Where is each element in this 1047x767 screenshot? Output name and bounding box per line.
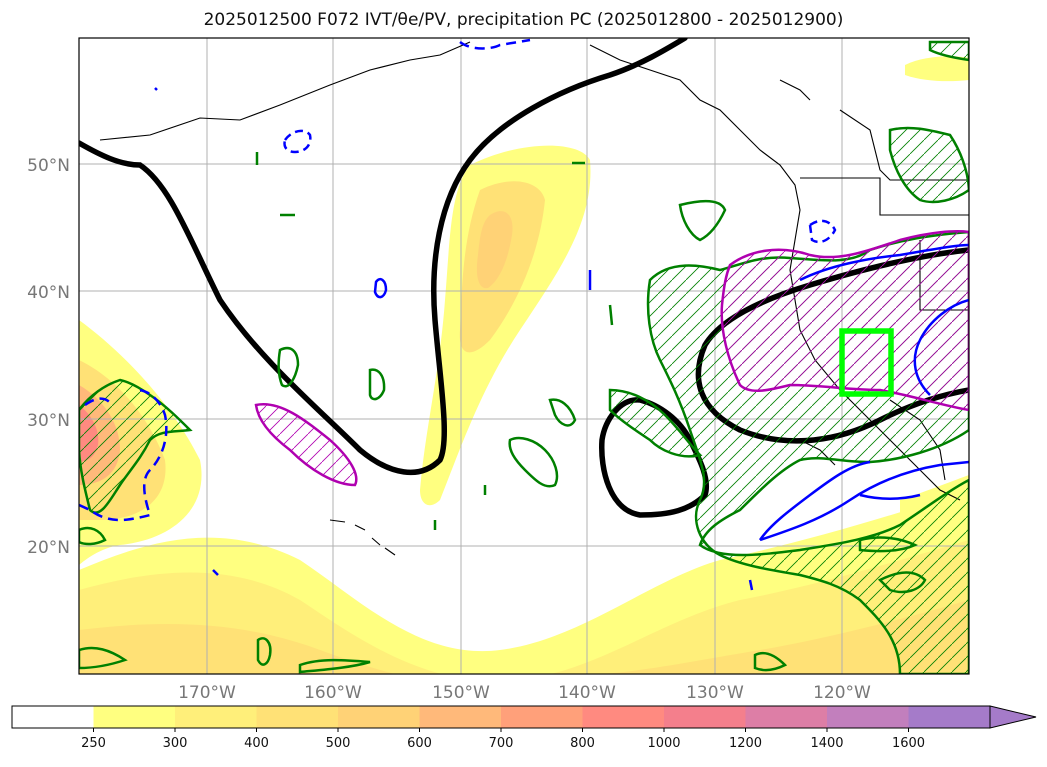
colorbar-segment <box>745 706 828 728</box>
colorbar-label: 1200 <box>729 736 762 751</box>
plot-frame <box>78 37 970 675</box>
colorbar-label: 800 <box>570 736 595 751</box>
colorbar-label: 250 <box>81 736 106 751</box>
pv-blue-contours <box>79 38 969 591</box>
map-title: 2025012500 F072 IVT/θe/PV, precipitation… <box>203 10 844 30</box>
colorbar-segment <box>175 706 257 728</box>
colorbar-label: 1400 <box>810 736 843 751</box>
colorbar-segment <box>338 706 420 728</box>
colorbar-segment <box>664 706 746 728</box>
colorbar-segment <box>582 706 665 728</box>
colorbar-label: 1000 <box>647 736 680 751</box>
colorbar: 250 300 400 500 600 700 800 1000 1200 1400 1600 <box>11 705 1037 751</box>
colorbar-segment <box>419 706 502 728</box>
colorbar-label: 500 <box>326 736 351 751</box>
map-plot-area <box>79 38 969 674</box>
lon-label-160w: 160°W <box>304 683 362 703</box>
colorbar-label: 600 <box>407 736 432 751</box>
colorbar-segment <box>827 706 909 728</box>
lon-label-170w: 170°W <box>178 683 236 703</box>
lon-label-120w: 120°W <box>813 683 871 703</box>
lon-label-130w: 130°W <box>686 683 744 703</box>
colorbar-segment <box>501 706 583 728</box>
colorbar-segment <box>12 706 94 728</box>
target-box <box>839 328 894 397</box>
colorbar-label: 300 <box>163 736 188 751</box>
colorbar-segment <box>93 706 176 728</box>
lat-label-30n: 30°N <box>27 411 70 431</box>
colorbar-segment <box>908 706 991 728</box>
pv-magenta-contours <box>254 230 969 487</box>
colorbar-label: 700 <box>489 736 514 751</box>
lat-label-40n: 40°N <box>27 283 70 303</box>
lon-label-150w: 150°W <box>432 683 490 703</box>
colorbar-label: 1600 <box>892 736 925 751</box>
lat-label-20n: 20°N <box>27 538 70 558</box>
colorbar-extend-arrow <box>989 705 1037 729</box>
lat-label-50n: 50°N <box>27 156 70 176</box>
lon-label-140w: 140°W <box>558 683 616 703</box>
colorbar-segment <box>256 706 339 728</box>
colorbar-label: 400 <box>244 736 269 751</box>
ivt-shading <box>79 56 969 674</box>
